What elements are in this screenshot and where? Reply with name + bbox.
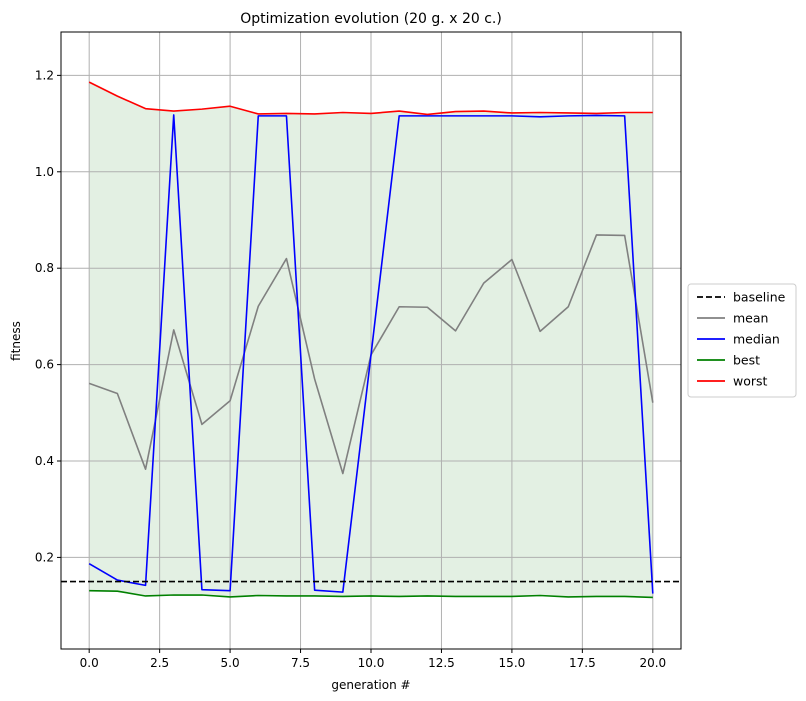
x-tick-label: 17.5: [569, 656, 596, 670]
x-tick-label: 5.0: [221, 656, 240, 670]
x-tick-label: 7.5: [291, 656, 310, 670]
x-tick-label: 20.0: [639, 656, 666, 670]
legend-label-baseline: baseline: [733, 290, 786, 305]
x-tick-label: 0.0: [80, 656, 99, 670]
x-tick-label: 2.5: [150, 656, 169, 670]
legend-label-mean: mean: [733, 311, 768, 326]
ticks-group: 0.0 2.5 5.0 7.5 10.0 12.5 15.0 17.5 20.0 0.2 0.4 0.…: [35, 68, 666, 670]
legend-label-worst: worst: [733, 374, 768, 389]
series-line-best: [89, 589, 653, 599]
legend-label-best: best: [733, 353, 760, 368]
grid-group: [61, 32, 681, 649]
y-tick-label: 1.0: [35, 165, 54, 179]
x-tick-label: 10.0: [358, 656, 385, 670]
y-tick-label: 0.6: [35, 358, 54, 372]
x-tick-label: 15.0: [499, 656, 526, 670]
y-axis-label: fitness: [9, 321, 23, 361]
series-line-worst: [88, 81, 653, 116]
chart-title: Optimization evolution (20 g. x 20 c.): [240, 11, 502, 27]
legend-label-median: median: [733, 332, 780, 347]
y-tick-label: 1.2: [35, 68, 54, 82]
x-axis-label: generation #: [331, 678, 410, 692]
series-lines-group: [61, 81, 681, 599]
x-tick-label: 12.5: [428, 656, 455, 670]
y-tick-label: 0.4: [35, 454, 54, 468]
series-line-median: [88, 114, 654, 594]
legend-box: [687, 283, 797, 398]
y-tick-label: 0.8: [35, 261, 54, 275]
y-tick-label: 0.2: [35, 550, 54, 564]
legend: baseline mean median best worst: [687, 283, 797, 398]
